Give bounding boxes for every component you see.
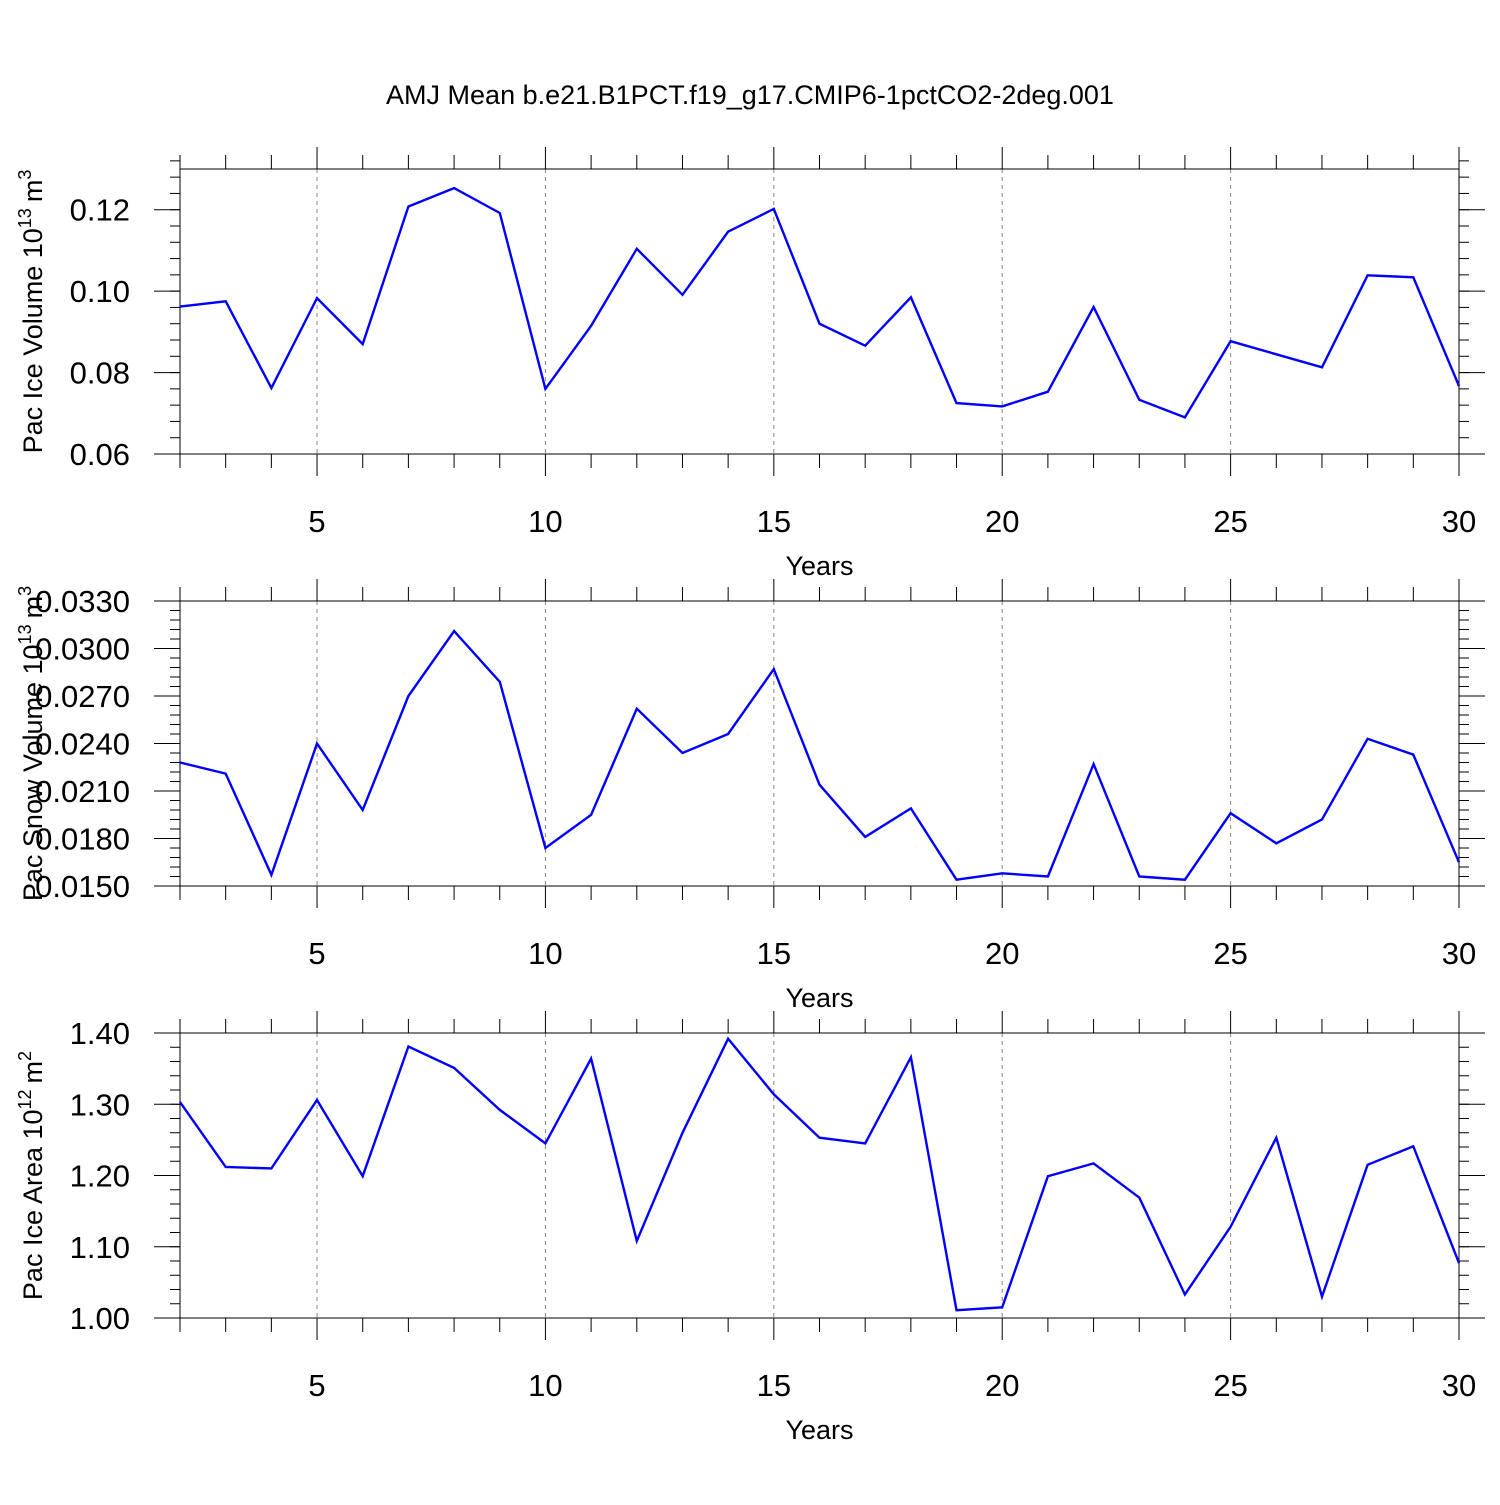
y-axis-label: Pac Ice Volume 1013 m3	[15, 170, 48, 454]
y-axis-label-unit-exponent: 3	[15, 586, 35, 596]
x-axis-label: Years	[785, 551, 853, 581]
x-tick-label: 30	[1442, 936, 1476, 971]
y-axis-label: Pac Ice Area 1012 m2	[15, 1051, 48, 1300]
panel-2: 0.0150 0.0180 0.0210 0.0240 0.0270 0.0300 0.03…	[15, 579, 1485, 1013]
x-tick-label: 5	[308, 936, 325, 971]
y-tick-label: 0.12	[70, 193, 130, 228]
series-line	[179, 186, 1461, 419]
y-tick-label: 1.00	[70, 1301, 130, 1336]
x-tick-label: 20	[985, 936, 1019, 971]
y-axis-label-unit-exponent: 2	[15, 1051, 35, 1061]
y-axis-label-exponent: 13	[15, 208, 35, 228]
x-tick-label: 30	[1442, 504, 1476, 539]
y-axis-label-exponent: 13	[15, 624, 35, 644]
y-axis-label-exponent: 12	[15, 1089, 35, 1109]
series-line	[179, 1036, 1461, 1312]
plot-frame	[179, 600, 1460, 887]
y-tick-label: 0.0210	[35, 774, 130, 809]
y-axis-label: Pac Snow Volume 1013 m3	[15, 586, 48, 901]
plot-frame	[179, 168, 1460, 455]
y-tick-label: 1.40	[70, 1016, 130, 1051]
y-axis-label-unit: m	[18, 1061, 48, 1084]
x-tick-label: 5	[308, 504, 325, 539]
y-tick-label: 0.0150	[35, 869, 130, 904]
x-tick-label: 10	[528, 1368, 562, 1403]
y-tick-label: 1.10	[70, 1230, 130, 1265]
figure-title: AMJ Mean b.e21.B1PCT.f19_g17.CMIP6-1pctC…	[386, 80, 1114, 110]
x-tick-label: 25	[1213, 936, 1247, 971]
y-axis-label-unit-exponent: 3	[15, 170, 35, 180]
y-axis-label-unit: m	[18, 596, 48, 619]
x-tick-label: 20	[985, 1368, 1019, 1403]
y-axis-label-text: Pac Snow Volume 10	[18, 644, 48, 901]
y-tick-label: 0.0180	[35, 822, 130, 857]
y-tick-label: 0.06	[70, 437, 130, 472]
x-tick-label: 10	[528, 936, 562, 971]
x-tick-label: 10	[528, 504, 562, 539]
x-tick-label: 25	[1213, 504, 1247, 539]
y-tick-label: 0.0270	[35, 679, 130, 714]
y-tick-label: 0.0300	[35, 632, 130, 667]
y-tick-label: 0.0240	[35, 727, 130, 762]
series-line	[179, 629, 1461, 881]
y-tick-label: 1.30	[70, 1087, 130, 1122]
plot-frame	[179, 1032, 1460, 1319]
x-tick-label: 5	[308, 1368, 325, 1403]
y-axis-label-unit: m	[18, 180, 48, 203]
panel-1: 0.06 0.08 0.10 0.12 5 10 15 20 25 30 Years Pac Ice …	[15, 147, 1485, 581]
x-tick-label: 25	[1213, 1368, 1247, 1403]
x-axis-label: Years	[785, 983, 853, 1013]
x-tick-label: 15	[757, 504, 791, 539]
x-tick-label: 15	[757, 1368, 791, 1403]
x-tick-label: 20	[985, 504, 1019, 539]
y-axis-label-text: Pac Ice Volume 10	[18, 228, 48, 453]
y-tick-label: 1.20	[70, 1159, 130, 1194]
y-axis-label-text: Pac Ice Area 10	[18, 1109, 48, 1300]
x-tick-label: 30	[1442, 1368, 1476, 1403]
y-tick-label: 0.10	[70, 274, 130, 309]
panel-3: 1.00 1.10 1.20 1.30 1.40 5 10 15 20 25 30 Years Pac …	[15, 1011, 1485, 1445]
x-tick-label: 15	[757, 936, 791, 971]
y-tick-label: 0.08	[70, 356, 130, 391]
y-tick-label: 0.0330	[35, 584, 130, 619]
x-axis-label: Years	[785, 1415, 853, 1445]
